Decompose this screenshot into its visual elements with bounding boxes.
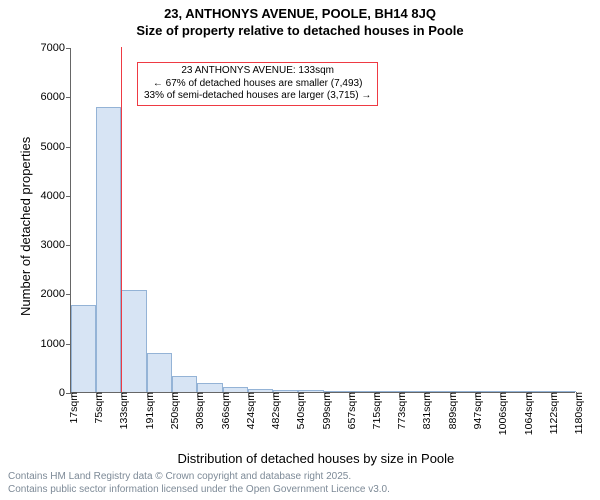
histogram-bar	[450, 391, 475, 392]
footer: Contains HM Land Registry data © Crown c…	[8, 471, 390, 496]
x-tick-label: 540sqm	[289, 392, 307, 429]
histogram-bar	[475, 391, 501, 392]
title-line-1: 23, ANTHONYS AVENUE, POOLE, BH14 8JQ	[0, 6, 600, 23]
y-tick-mark	[66, 147, 71, 148]
histogram-bar	[526, 391, 551, 392]
x-tick-mark	[96, 392, 97, 397]
x-tick-label: 599sqm	[315, 392, 333, 429]
x-tick-label: 424sqm	[239, 392, 257, 429]
x-tick-mark	[298, 392, 299, 397]
x-tick-mark	[551, 392, 552, 397]
histogram-bar	[349, 391, 374, 392]
x-tick-label: 773sqm	[390, 392, 408, 429]
annotation-line: ← 67% of detached houses are smaller (7,…	[144, 78, 371, 91]
x-tick-mark	[147, 392, 148, 397]
histogram-bar	[71, 305, 96, 392]
marker-line	[121, 47, 122, 392]
y-tick-mark	[66, 294, 71, 295]
y-tick-mark	[66, 97, 71, 98]
x-tick-mark	[223, 392, 224, 397]
histogram-bar	[551, 391, 576, 392]
x-tick-mark	[424, 392, 425, 397]
annotation-line: 23 ANTHONYS AVENUE: 133sqm	[144, 65, 371, 78]
footer-line-2: Contains public sector information licen…	[8, 484, 390, 497]
histogram-bar	[324, 391, 349, 392]
histogram-bar	[500, 391, 525, 392]
x-tick-mark	[197, 392, 198, 397]
x-tick-mark	[71, 392, 72, 397]
x-tick-mark	[121, 392, 122, 397]
x-tick-mark	[475, 392, 476, 397]
x-tick-label: 1064sqm	[517, 392, 535, 435]
histogram-bar	[197, 383, 222, 392]
histogram-bar	[96, 107, 121, 392]
histogram-bar	[374, 391, 399, 392]
histogram-bar	[147, 353, 173, 392]
x-tick-mark	[576, 392, 577, 397]
x-tick-label: 191sqm	[138, 392, 156, 429]
x-tick-mark	[500, 392, 501, 397]
x-tick-label: 366sqm	[214, 392, 232, 429]
y-tick-mark	[66, 245, 71, 246]
histogram-bar	[172, 376, 197, 392]
x-tick-mark	[399, 392, 400, 397]
histogram-bar	[121, 290, 146, 392]
histogram-bar	[298, 390, 324, 392]
histogram-bar	[248, 389, 273, 392]
annotation-box: 23 ANTHONYS AVENUE: 133sqm← 67% of detac…	[137, 62, 378, 106]
x-tick-label: 715sqm	[365, 392, 383, 429]
histogram-bar	[273, 390, 298, 392]
y-tick-mark	[66, 196, 71, 197]
x-tick-mark	[374, 392, 375, 397]
annotation-line: 33% of semi-detached houses are larger (…	[144, 90, 371, 103]
x-tick-mark	[526, 392, 527, 397]
x-tick-mark	[349, 392, 350, 397]
histogram-bar	[399, 391, 424, 392]
x-tick-label: 308sqm	[188, 392, 206, 429]
x-tick-label: 1006sqm	[491, 392, 509, 435]
title-line-2: Size of property relative to detached ho…	[0, 23, 600, 40]
x-tick-mark	[450, 392, 451, 397]
x-tick-mark	[324, 392, 325, 397]
x-tick-label: 831sqm	[415, 392, 433, 429]
histogram-bar	[223, 387, 248, 392]
x-tick-label: 482sqm	[264, 392, 282, 429]
x-tick-label: 947sqm	[466, 392, 484, 429]
x-axis-title: Distribution of detached houses by size …	[178, 451, 455, 466]
x-tick-label: 657sqm	[340, 392, 358, 429]
histogram-bar	[424, 391, 449, 392]
plot-area: 0100020003000400050006000700017sqm75sqm1…	[70, 48, 575, 393]
x-tick-mark	[273, 392, 274, 397]
x-tick-mark	[248, 392, 249, 397]
chart-container: 23, ANTHONYS AVENUE, POOLE, BH14 8JQ Siz…	[0, 0, 600, 500]
x-tick-label: 1180sqm	[567, 392, 585, 434]
x-tick-label: 889sqm	[441, 392, 459, 429]
y-axis-title: Number of detached properties	[18, 136, 33, 315]
x-tick-label: 133sqm	[112, 392, 130, 429]
title-block: 23, ANTHONYS AVENUE, POOLE, BH14 8JQ Siz…	[0, 0, 600, 40]
x-tick-label: 250sqm	[163, 392, 181, 429]
footer-line-1: Contains HM Land Registry data © Crown c…	[8, 471, 390, 484]
x-tick-mark	[172, 392, 173, 397]
y-tick-mark	[66, 48, 71, 49]
x-tick-label: 1122sqm	[542, 392, 560, 434]
